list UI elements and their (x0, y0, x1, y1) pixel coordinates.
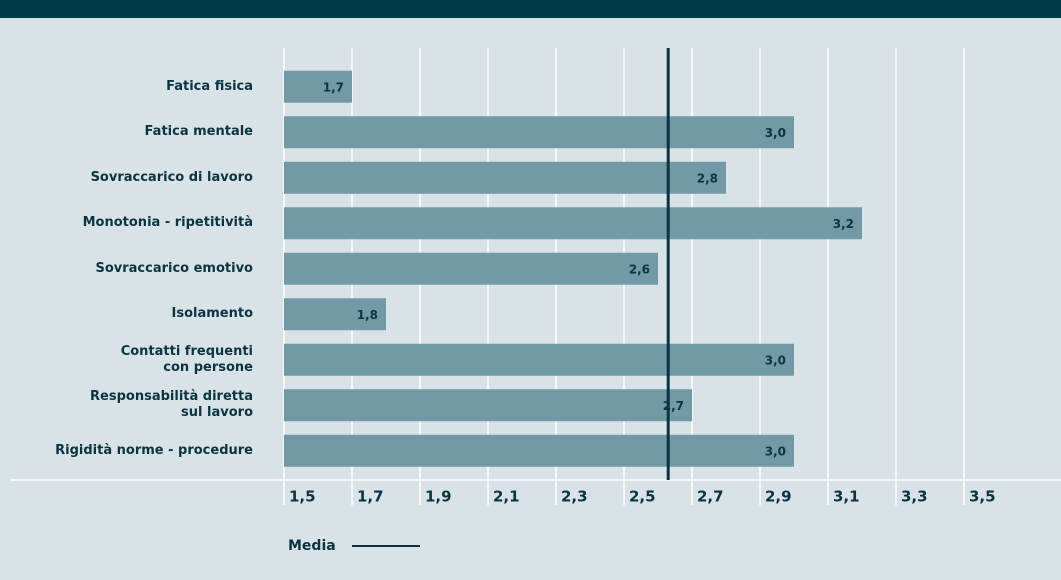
value-label: 2,8 (697, 171, 718, 185)
category-label: Fatica mentale (144, 124, 253, 140)
value-label: 2,6 (629, 262, 650, 276)
bar (284, 389, 692, 422)
category-label: Fatica fisica (166, 78, 253, 94)
value-label: 3,0 (765, 126, 786, 140)
category-label: Contatti frequenti con persone (120, 343, 253, 375)
bar (284, 161, 726, 194)
legend-label: Media (288, 538, 336, 554)
bar (284, 116, 794, 149)
top-band (0, 0, 1061, 18)
bar (284, 434, 794, 467)
category-label: Isolamento (171, 306, 254, 322)
x-tick-label: 2,9 (765, 488, 792, 506)
x-tick-label: 2,1 (493, 488, 520, 506)
value-label: 1,7 (323, 80, 344, 94)
category-label: Rigidità norme - procedure (55, 442, 253, 458)
category-label: Sovraccarico emotivo (95, 260, 253, 276)
x-tick-label: 2,5 (629, 488, 656, 506)
value-label: 3,0 (765, 353, 786, 367)
x-tick-label: 1,9 (425, 488, 452, 506)
x-tick-label: 2,7 (697, 488, 724, 506)
category-label: Responsabilità diretta sul lavoro (90, 389, 253, 421)
category-label: Sovraccarico di lavoro (90, 169, 253, 185)
x-tick-label: 2,3 (561, 488, 588, 506)
x-tick-label: 1,5 (289, 488, 316, 506)
bar (284, 298, 386, 331)
bar (284, 343, 794, 376)
value-label: 1,8 (357, 308, 378, 322)
value-label: 2,7 (663, 399, 684, 413)
x-tick-label: 1,7 (357, 488, 384, 506)
bar (284, 70, 352, 103)
value-label: 3,0 (765, 444, 786, 458)
x-tick-label: 3,3 (901, 488, 928, 506)
category-label: Monotonia - ripetitività (82, 215, 253, 231)
value-label: 3,2 (833, 217, 854, 231)
x-tick-label: 3,1 (833, 488, 860, 506)
bar (284, 252, 658, 285)
x-tick-label: 3,5 (969, 488, 996, 506)
bar (284, 207, 862, 240)
